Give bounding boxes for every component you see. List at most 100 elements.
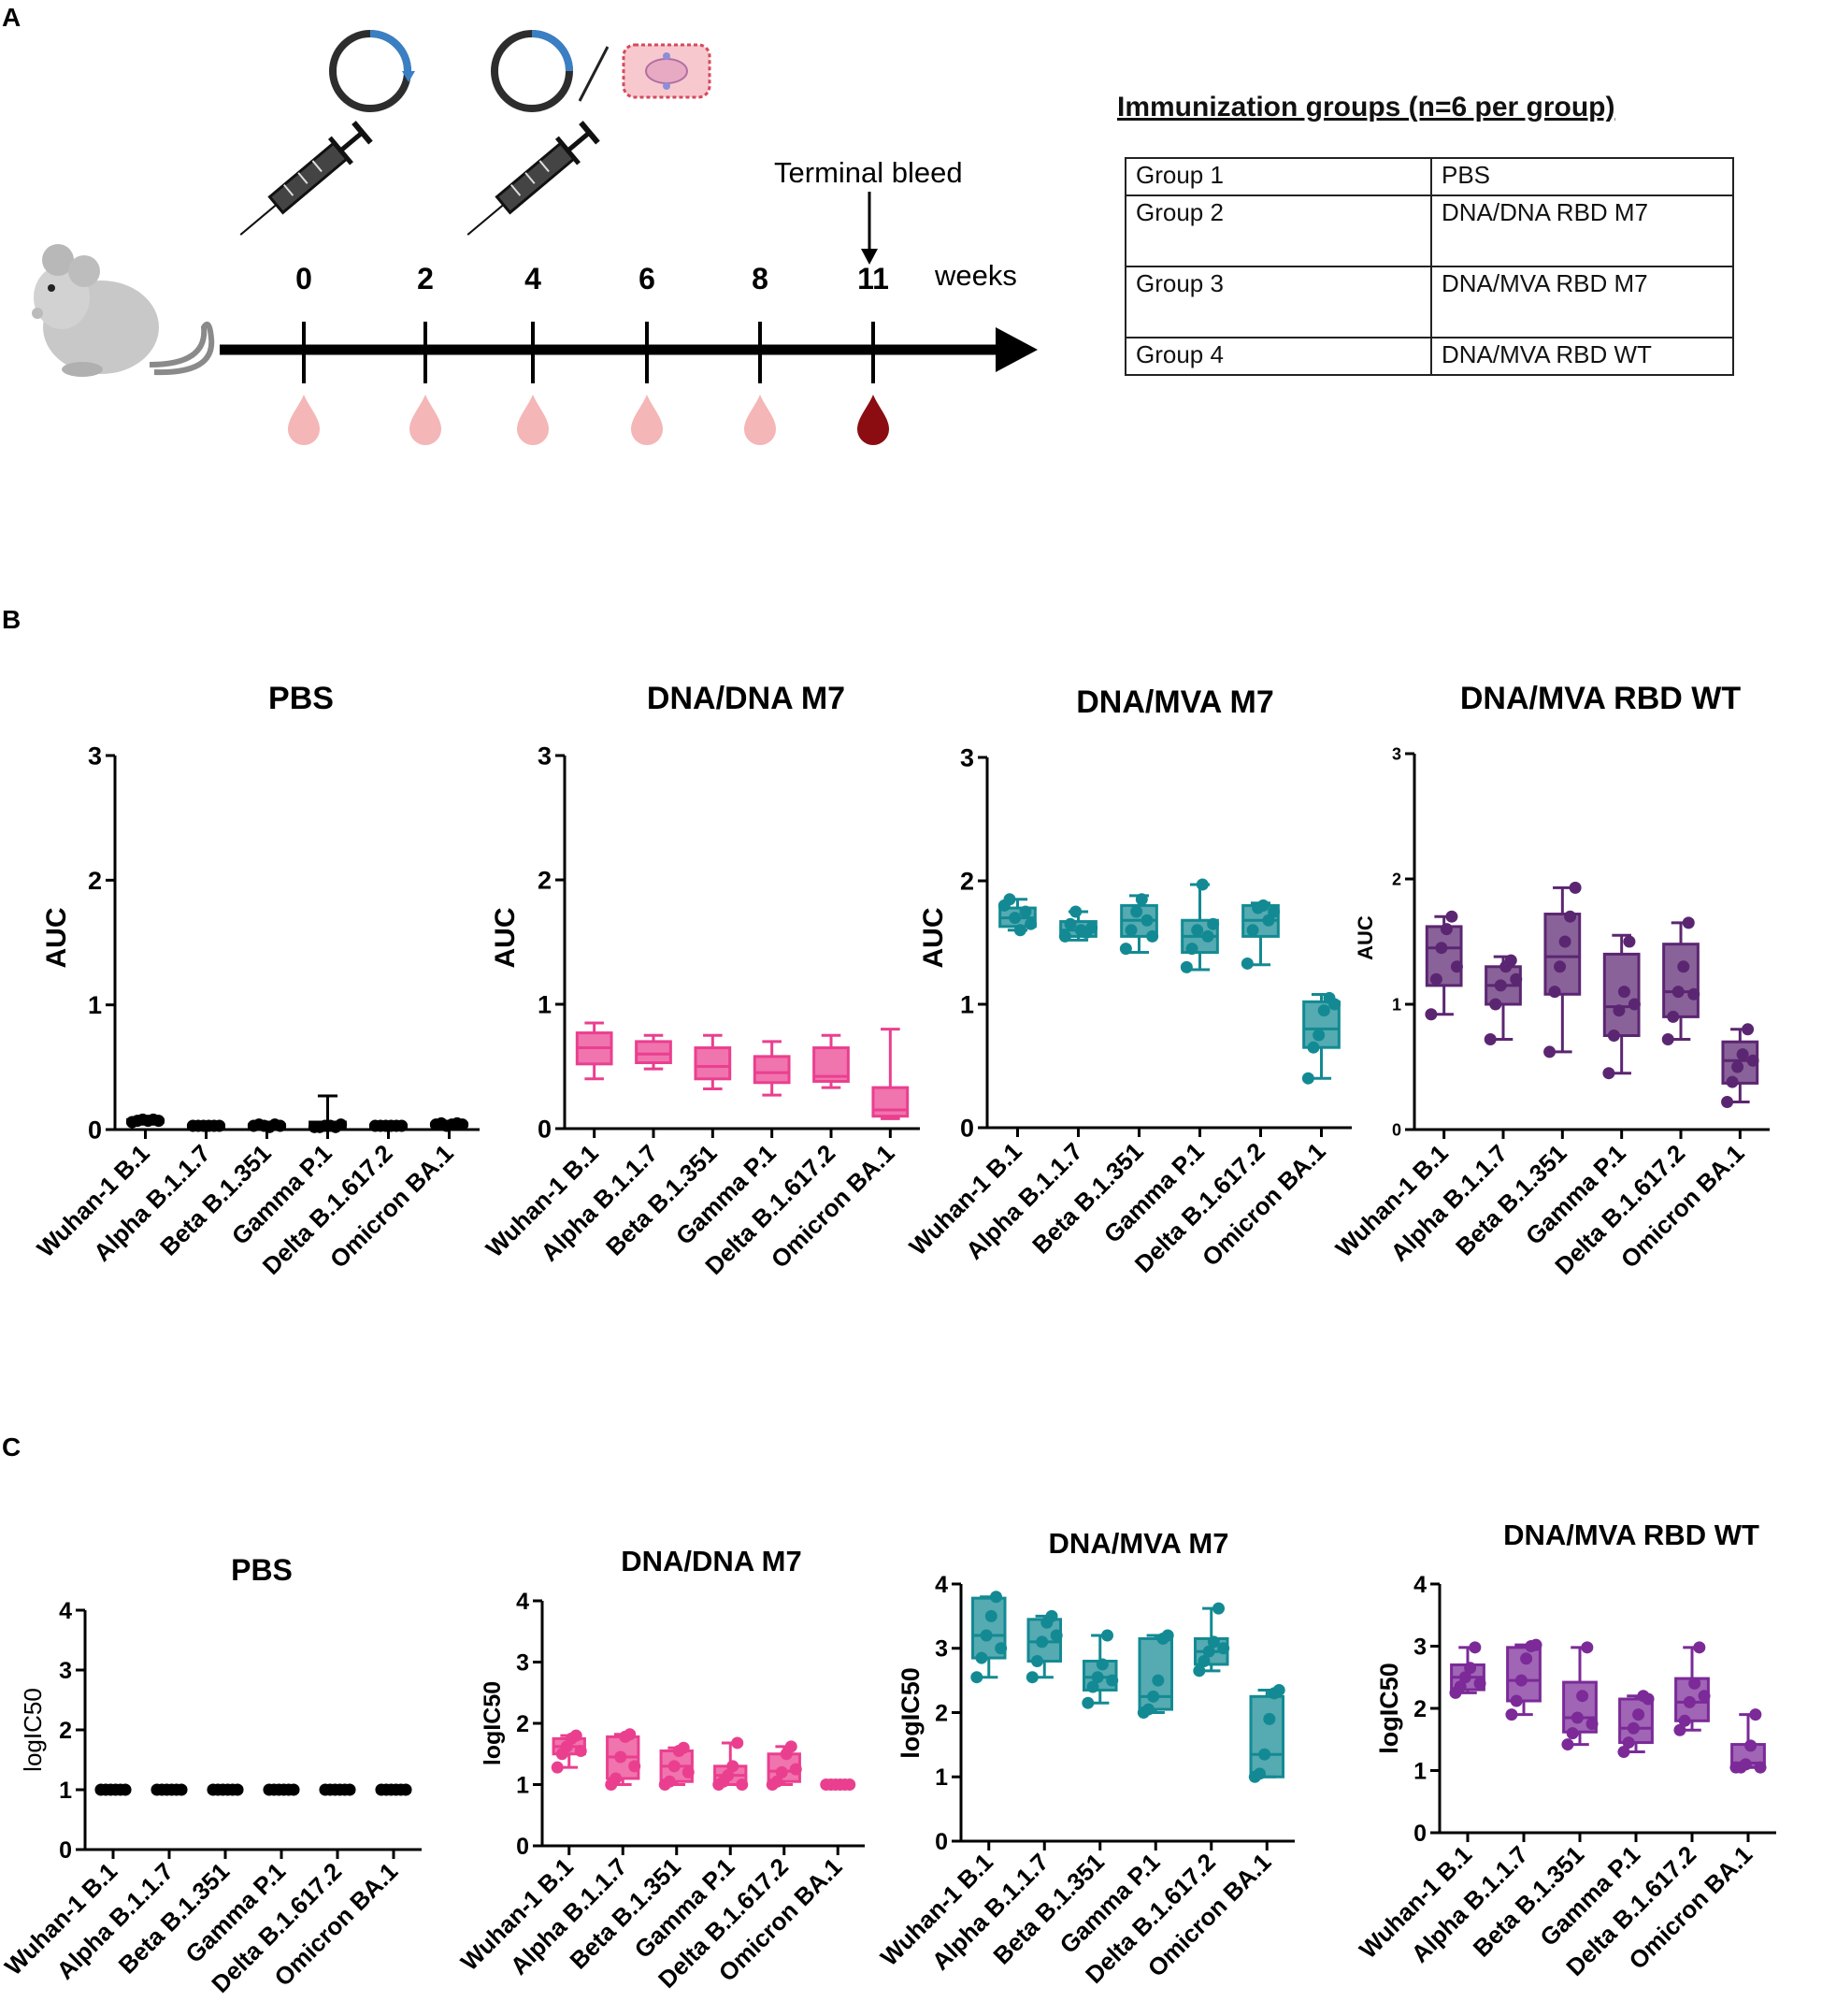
data-point [1050,1629,1063,1642]
data-point [1731,1060,1744,1073]
data-point [628,1760,641,1773]
y-tick-label: 3 [516,1649,529,1676]
data-point [1429,972,1442,986]
table-row: Group 2 DNA/DNA RBD M7 [1125,194,1734,267]
data-point [1272,1683,1285,1696]
data-point [1623,935,1636,948]
data-point [1091,1671,1104,1684]
y-axis-label: AUC [490,908,521,969]
box-plot [1505,1638,1542,1721]
data-point [1317,1004,1330,1017]
data-point [1069,905,1083,918]
week-label: 0 [295,262,312,295]
data-point [1268,905,1281,918]
treatment-cell: DNA/MVA RBD WT [1430,337,1734,376]
data-point [119,1783,132,1796]
y-axis-label: logIC50 [1375,1663,1403,1754]
data-point [1450,960,1463,973]
data-point [789,1763,802,1776]
data-point [1185,943,1198,956]
table-row: Group 3 DNA/MVA RBD M7 [1125,266,1734,338]
box-plot [1301,991,1341,1085]
data-point [677,1741,690,1754]
chart-title: DNA/MVA RBD WT [1503,1519,1759,1551]
data-point [1019,905,1032,918]
mva-cell-icon [622,43,711,99]
blood-drop-icon [744,395,776,445]
data-point [1307,1041,1320,1054]
y-tick-label: 2 [935,1700,948,1726]
data-point [722,1769,735,1782]
data-point [1258,1748,1271,1761]
data-point [1514,1674,1528,1687]
data-point [1617,1746,1630,1759]
data-point [1682,916,1695,929]
box-plot [308,1094,348,1133]
box-iqr [1721,1040,1759,1085]
plasmid-icon-1 [329,30,415,112]
data-point [1505,1708,1518,1721]
box-plot [1180,878,1220,973]
syringe-icon-week-4 [466,121,600,236]
data-point [1510,972,1523,986]
data-point [1198,1655,1211,1667]
data-point [1256,899,1270,912]
y-tick-label: 4 [59,1598,72,1624]
data-point [1253,1767,1266,1780]
box-plot [1026,1609,1063,1684]
data-point [335,1118,348,1131]
data-point [1566,1727,1579,1740]
data-point [970,1671,983,1684]
data-point [1602,1067,1615,1080]
data-point [1581,1641,1594,1654]
data-point [614,1750,627,1764]
data-point [1064,917,1077,930]
box-plot [1119,893,1159,956]
data-point [1628,998,1641,1011]
data-point [1607,1030,1620,1042]
y-tick-label: 3 [88,742,102,770]
immunization-table-title: Immunization groups (n=6 per group) [1117,92,1615,122]
box-plot [1449,1641,1486,1699]
data-point [726,1760,739,1773]
data-point [1749,1708,1762,1721]
data-point [731,1736,744,1750]
data-point [1746,1054,1759,1067]
box-plot [375,1783,412,1796]
data-point [1564,910,1577,923]
slash-divider [578,46,610,102]
data-point [1677,960,1690,973]
box-plot [694,1033,732,1090]
box-plot [1721,1023,1759,1109]
data-point [1263,1712,1276,1725]
box-iqr [1618,1697,1654,1745]
data-point [1627,1721,1640,1735]
data-point [1667,1010,1680,1023]
data-point [984,1609,997,1622]
y-tick-label: 0 [88,1116,102,1144]
chart-title: DNA/DNA M7 [647,681,845,716]
data-point [1739,1758,1752,1771]
data-point [995,1642,1008,1655]
y-tick-label: 2 [960,867,974,895]
data-point [1484,1033,1497,1046]
plasmid-icon-2 [491,30,573,112]
data-point [1440,923,1453,936]
y-tick-label: 0 [538,1115,552,1143]
box-plot [766,1740,802,1791]
data-point [1241,957,1254,970]
y-tick-label: 0 [935,1829,948,1855]
data-point [1106,1674,1119,1687]
data-point [1613,1004,1626,1017]
chart-title: DNA/DNA M7 [621,1545,801,1577]
y-tick-label: 1 [1392,995,1401,1014]
immunization-table: Group 1 PBS Group 2 DNA/DNA RBD M7 Group… [1125,157,1734,376]
data-point [231,1783,244,1796]
blood-drop-icon [409,395,441,445]
y-tick-label: 0 [1392,1120,1401,1139]
y-tick-label: 1 [59,1778,72,1804]
data-point [1082,1696,1095,1709]
box-plot [820,1778,856,1791]
